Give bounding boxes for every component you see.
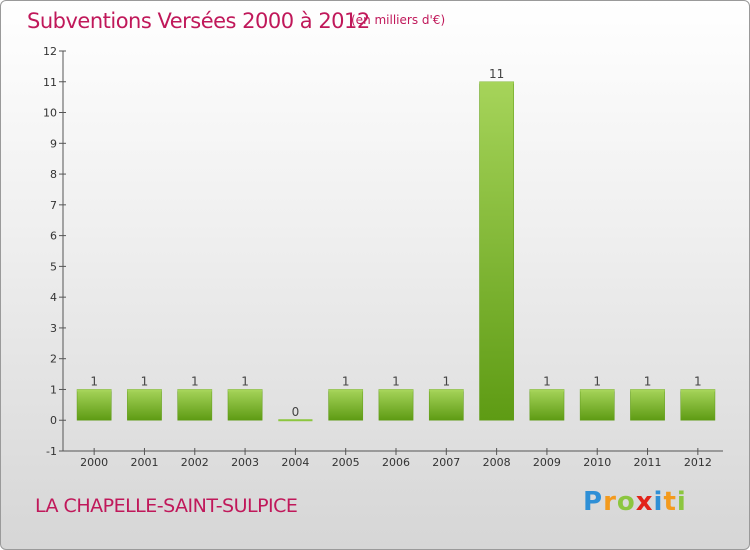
y-tick-label: 9 — [50, 137, 57, 150]
y-tick-label: 12 — [43, 45, 57, 58]
bar[interactable] — [328, 389, 364, 421]
y-tick-label: 7 — [50, 199, 57, 212]
x-tick-label: 2000 — [80, 456, 108, 469]
bar-top-highlight — [580, 389, 615, 392]
commune-name: LA CHAPELLE-SAINT-SULPICE — [35, 495, 298, 517]
logo-letter: t — [663, 487, 677, 517]
bar-value-label: 1 — [241, 374, 249, 388]
bar-top-highlight — [177, 389, 212, 392]
x-tick-label: 2008 — [483, 456, 511, 469]
x-tick-label: 2012 — [684, 456, 712, 469]
y-tick-label: 1 — [50, 383, 57, 396]
bar-value-label: 11 — [489, 67, 504, 81]
bar-value-label: 1 — [543, 374, 551, 388]
bar-top-highlight — [630, 389, 665, 392]
x-tick-label: 2009 — [533, 456, 561, 469]
bar[interactable] — [177, 389, 213, 421]
bar[interactable] — [227, 389, 263, 421]
y-tick-label: 11 — [43, 76, 57, 89]
x-tick-label: 2003 — [231, 456, 259, 469]
bar-value-label: 1 — [191, 374, 199, 388]
bar[interactable] — [579, 389, 615, 421]
y-tick-label: -1 — [46, 445, 57, 458]
bar-top-highlight — [429, 389, 464, 392]
x-tick-label: 2011 — [634, 456, 662, 469]
bar-value-label: 1 — [392, 374, 400, 388]
bar-top-highlight — [328, 389, 363, 392]
bar-value-label: 0 — [292, 405, 300, 419]
x-tick-label: 2007 — [432, 456, 460, 469]
logo-letter: i — [653, 487, 664, 517]
x-tick-label: 2010 — [583, 456, 611, 469]
bar[interactable] — [378, 389, 414, 421]
bar[interactable] — [278, 419, 313, 422]
x-tick-label: 2005 — [332, 456, 360, 469]
bar[interactable] — [428, 389, 464, 421]
bar[interactable] — [630, 389, 665, 421]
bar-top-highlight — [680, 389, 715, 392]
logo-letter: r — [603, 487, 617, 517]
bar-value-label: 1 — [694, 374, 702, 388]
bar[interactable] — [529, 389, 565, 421]
logo-letter: P — [583, 487, 604, 517]
chart-unit: (en milliers d'€) — [351, 13, 446, 27]
bar-value-label: 1 — [644, 374, 652, 388]
x-tick-label: 2004 — [281, 456, 309, 469]
y-tick-label: 5 — [50, 260, 57, 273]
bar-value-label: 1 — [593, 374, 601, 388]
x-tick-label: 2006 — [382, 456, 410, 469]
bar[interactable] — [127, 389, 162, 421]
bar[interactable] — [680, 389, 716, 421]
bar-value-label: 1 — [90, 374, 98, 388]
y-tick-label: 2 — [50, 353, 57, 366]
logo-letter: i — [676, 487, 687, 517]
logo-letter: o — [616, 487, 636, 517]
x-tick-label: 2001 — [130, 456, 158, 469]
x-tick-label: 2002 — [181, 456, 209, 469]
y-tick-label: 3 — [50, 322, 57, 335]
bar[interactable] — [76, 389, 112, 421]
bar-value-label: 1 — [442, 374, 450, 388]
y-tick-label: 10 — [43, 107, 57, 120]
y-tick-label: 4 — [50, 291, 57, 304]
bar-value-label: 1 — [342, 374, 350, 388]
y-tick-label: 8 — [50, 168, 57, 181]
bar-value-label: 1 — [141, 374, 149, 388]
bar-top-highlight — [127, 389, 162, 392]
bar-top-highlight — [227, 389, 263, 392]
proxiti-logo[interactable]: Proxiti — [583, 487, 687, 517]
bar-top-highlight — [479, 81, 514, 84]
chart-bars — [76, 81, 716, 422]
bar-top-highlight — [529, 389, 565, 392]
chart-title: Subventions Versées 2000 à 2012 — [27, 9, 370, 33]
logo-letter: x — [635, 487, 654, 517]
bar-top-highlight — [77, 389, 112, 392]
bar[interactable] — [479, 81, 514, 421]
y-tick-label: 0 — [50, 414, 57, 427]
bar-top-highlight — [378, 389, 414, 392]
y-tick-label: 6 — [50, 230, 57, 243]
